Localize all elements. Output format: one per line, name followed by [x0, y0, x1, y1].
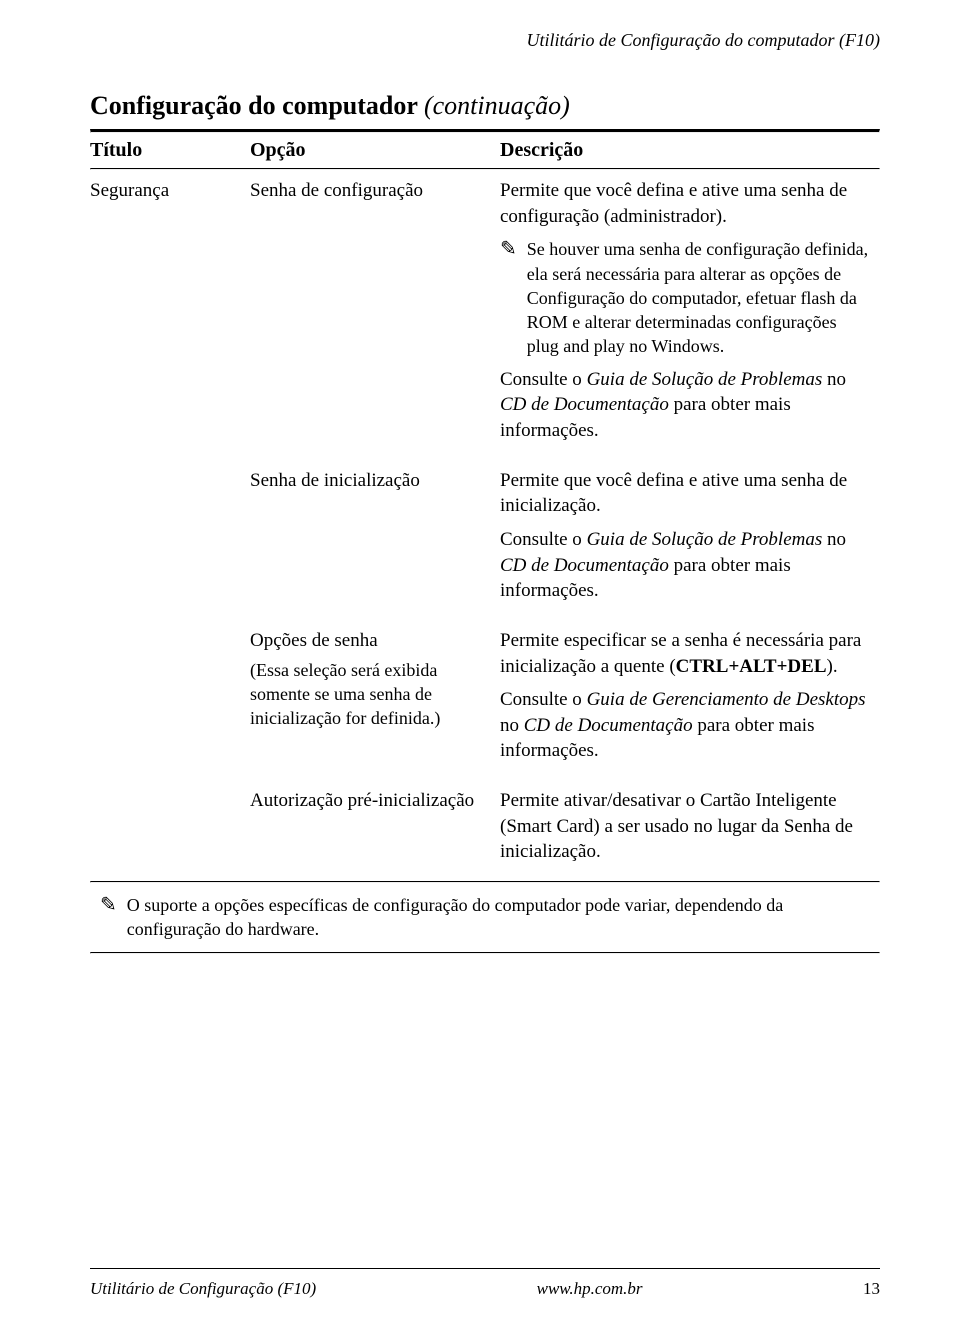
table-row: Autorização pré-inicialização Permite at…	[90, 780, 880, 881]
table-row: Senha de inicialização Permite que você …	[90, 460, 880, 620]
cell-option: Senha de inicialização	[250, 460, 500, 620]
page-header-right: Utilitário de Configuração do computador…	[90, 30, 880, 51]
desc-paragraph: Permite que você defina e ative uma senh…	[500, 178, 872, 229]
cell-title: Segurança	[90, 170, 250, 460]
footer-left: Utilitário de Configuração (F10)	[90, 1279, 316, 1299]
desc-text: Consulte o	[500, 369, 587, 390]
section-title-text: Configuração do computador	[90, 91, 417, 120]
desc-text-italic: CD de Documentação	[500, 394, 669, 415]
divider	[90, 881, 880, 883]
cell-title	[90, 780, 250, 881]
option-main: Opções de senha	[250, 628, 492, 654]
footer-center: www.hp.com.br	[316, 1279, 863, 1299]
table-row: Opções de senha (Essa seleção será exibi…	[90, 620, 880, 780]
section-title: Configuração do computador (continuação)	[90, 91, 880, 121]
desc-text: ).	[827, 656, 838, 677]
footnote-text: O suporte a opções específicas de config…	[127, 893, 880, 942]
table-row: Segurança Senha de configuração Permite …	[90, 170, 880, 460]
col-header-option: Opção	[250, 133, 500, 168]
cell-title	[90, 460, 250, 620]
desc-paragraph: Permite que você defina e ative uma senh…	[500, 468, 872, 519]
desc-paragraph: Permite ativar/desativar o Cartão Inteli…	[500, 788, 872, 865]
desc-text-bold: CTRL+ALT+DEL	[676, 656, 827, 677]
note-block: ✎ Se houver uma senha de configuração de…	[500, 237, 872, 358]
desc-text-italic: Guia de Solução de Problemas	[587, 529, 823, 550]
divider	[90, 952, 880, 954]
col-header-title: Título	[90, 133, 250, 168]
option-sub: (Essa seleção será exibida somente se um…	[250, 658, 492, 731]
desc-text-italic: CD de Documentação	[524, 715, 693, 736]
config-table-body: Segurança Senha de configuração Permite …	[90, 170, 880, 881]
footer-page-number: 13	[863, 1279, 880, 1299]
cell-title	[90, 620, 250, 780]
note-text: Se houver uma senha de configuração defi…	[527, 237, 872, 358]
desc-text: Consulte o	[500, 529, 587, 550]
desc-text-italic: Guia de Solução de Problemas	[587, 369, 823, 390]
cell-desc: Permite ativar/desativar o Cartão Inteli…	[500, 780, 880, 881]
pencil-icon: ✎	[500, 237, 517, 358]
desc-paragraph: Permite especificar se a senha é necessá…	[500, 628, 872, 679]
cell-option: Senha de configuração	[250, 170, 500, 460]
desc-text-italic: CD de Documentação	[500, 555, 669, 576]
cell-desc: Permite que você defina e ative uma senh…	[500, 170, 880, 460]
cell-option: Opções de senha (Essa seleção será exibi…	[250, 620, 500, 780]
pencil-icon: ✎	[100, 893, 117, 942]
cell-desc: Permite que você defina e ative uma senh…	[500, 460, 880, 620]
desc-paragraph: Consulte o Guia de Solução de Problemas …	[500, 527, 872, 604]
col-header-desc: Descrição	[500, 133, 880, 168]
cell-option: Autorização pré-inicialização	[250, 780, 500, 881]
desc-text-italic: Guia de Gerenciamento de Desktops	[587, 689, 866, 710]
desc-text: no	[822, 529, 846, 550]
cell-desc: Permite especificar se a senha é necessá…	[500, 620, 880, 780]
desc-paragraph: Consulte o Guia de Gerenciamento de Desk…	[500, 687, 872, 764]
footnote-block: ✎ O suporte a opções específicas de conf…	[90, 893, 880, 942]
page-footer: Utilitário de Configuração (F10) www.hp.…	[90, 1268, 880, 1299]
desc-text: no	[822, 369, 846, 390]
desc-text: no	[500, 715, 524, 736]
desc-paragraph: Consulte o Guia de Solução de Problemas …	[500, 367, 872, 444]
section-title-continuation: (continuação)	[424, 91, 570, 120]
desc-text: Consulte o	[500, 689, 587, 710]
config-table: Título Opção Descrição	[90, 133, 880, 168]
